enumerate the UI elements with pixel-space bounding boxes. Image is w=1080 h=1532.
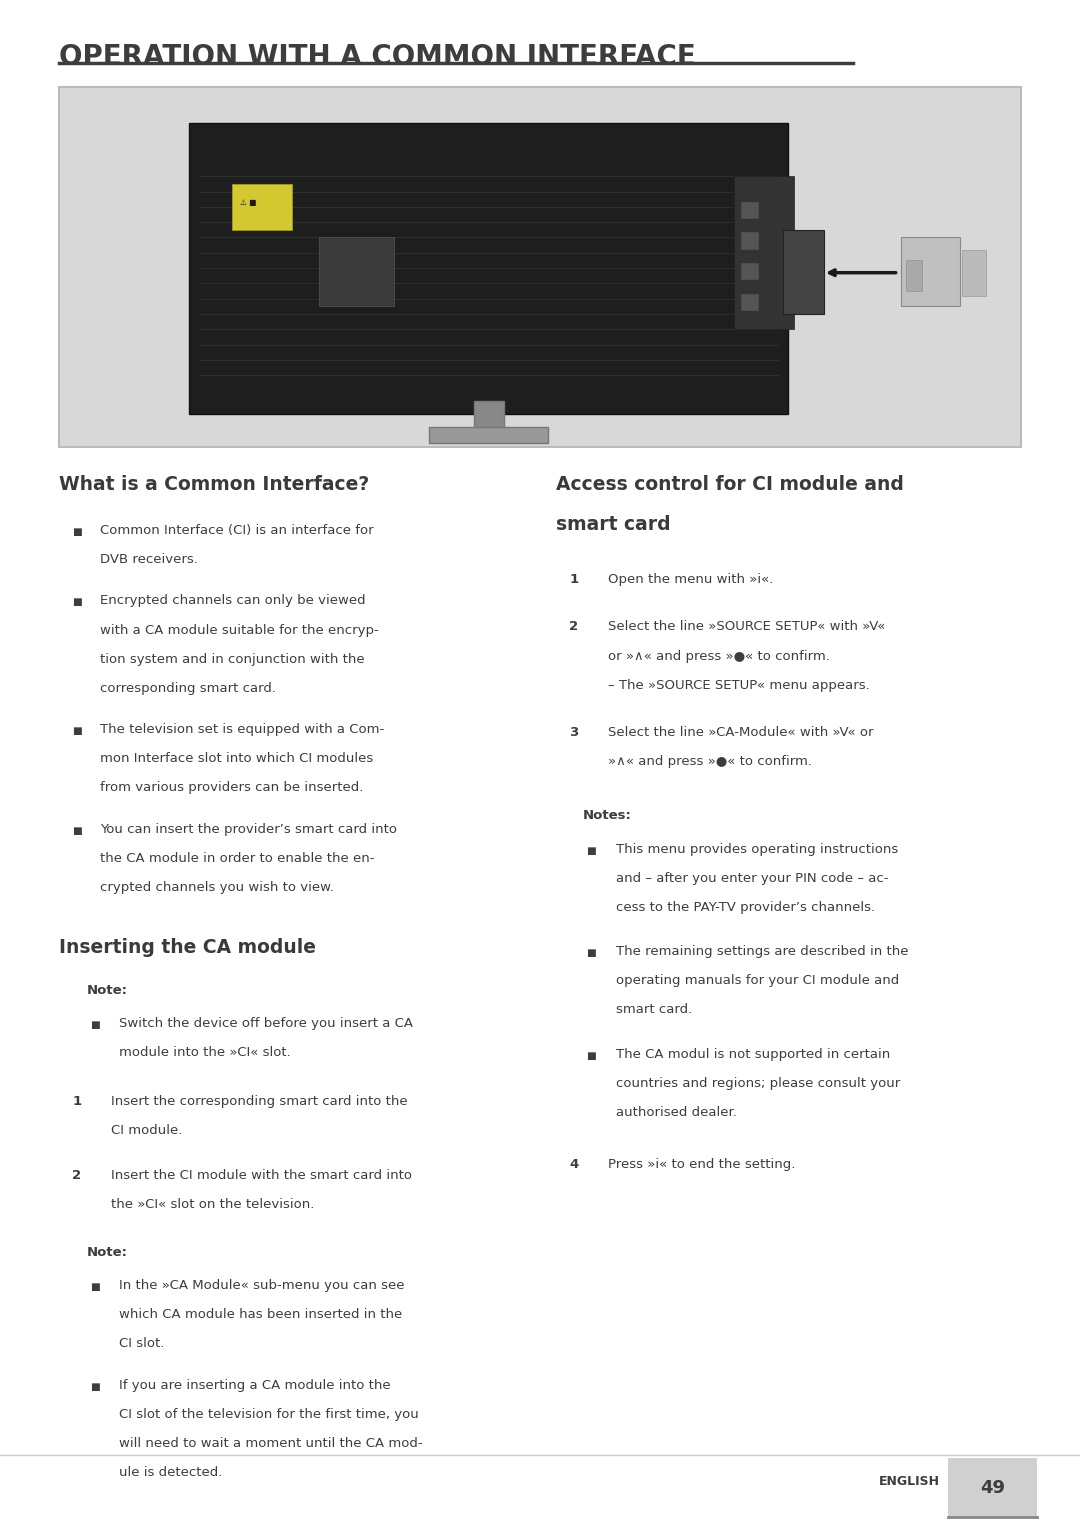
Text: cess to the PAY-TV provider’s channels.: cess to the PAY-TV provider’s channels. xyxy=(616,901,875,913)
Text: In the »CA Module« sub-menu you can see: In the »CA Module« sub-menu you can see xyxy=(119,1279,404,1291)
FancyBboxPatch shape xyxy=(430,427,549,443)
FancyBboxPatch shape xyxy=(901,237,960,306)
Text: crypted channels you wish to view.: crypted channels you wish to view. xyxy=(100,881,335,893)
Text: smart card: smart card xyxy=(556,515,671,533)
Text: What is a Common Interface?: What is a Common Interface? xyxy=(59,475,369,493)
Text: The remaining settings are described in the: The remaining settings are described in … xyxy=(616,945,908,958)
Text: Inserting the CA module: Inserting the CA module xyxy=(59,938,316,956)
Text: Common Interface (CI) is an interface for: Common Interface (CI) is an interface fo… xyxy=(100,524,374,536)
Text: DVB receivers.: DVB receivers. xyxy=(100,553,199,565)
FancyBboxPatch shape xyxy=(59,87,1021,447)
Text: ■: ■ xyxy=(586,846,596,856)
Text: The CA modul is not supported in certain: The CA modul is not supported in certain xyxy=(616,1048,890,1060)
Text: smart card.: smart card. xyxy=(616,1003,692,1016)
Text: Access control for CI module and: Access control for CI module and xyxy=(556,475,904,493)
FancyBboxPatch shape xyxy=(189,123,788,414)
FancyBboxPatch shape xyxy=(740,231,759,250)
Text: 1: 1 xyxy=(569,573,578,585)
Text: 1: 1 xyxy=(72,1095,81,1108)
FancyBboxPatch shape xyxy=(962,250,986,296)
Text: from various providers can be inserted.: from various providers can be inserted. xyxy=(100,781,364,794)
Text: If you are inserting a CA module into the: If you are inserting a CA module into th… xyxy=(119,1379,391,1391)
Text: Insert the CI module with the smart card into: Insert the CI module with the smart card… xyxy=(111,1169,413,1181)
Text: ■: ■ xyxy=(72,527,82,538)
Text: ule is detected.: ule is detected. xyxy=(119,1466,222,1478)
Text: ENGLISH: ENGLISH xyxy=(879,1475,940,1488)
Text: Press »i« to end the setting.: Press »i« to end the setting. xyxy=(608,1158,795,1170)
Text: Select the line »CA-Module« with »V« or: Select the line »CA-Module« with »V« or xyxy=(608,726,874,738)
Text: CI slot.: CI slot. xyxy=(119,1337,164,1350)
Text: CI slot of the television for the first time, you: CI slot of the television for the first … xyxy=(119,1408,419,1420)
Text: Note:: Note: xyxy=(86,984,127,996)
FancyBboxPatch shape xyxy=(740,262,759,280)
Text: ■: ■ xyxy=(90,1020,99,1031)
FancyBboxPatch shape xyxy=(319,237,394,306)
Text: You can insert the provider’s smart card into: You can insert the provider’s smart card… xyxy=(100,823,397,835)
Text: mon Interface slot into which CI modules: mon Interface slot into which CI modules xyxy=(100,752,374,764)
Text: or »∧« and press »●« to confirm.: or »∧« and press »●« to confirm. xyxy=(608,650,829,662)
Text: which CA module has been inserted in the: which CA module has been inserted in the xyxy=(119,1308,402,1321)
Text: Note:: Note: xyxy=(86,1246,127,1258)
FancyBboxPatch shape xyxy=(740,201,759,219)
Text: operating manuals for your CI module and: operating manuals for your CI module and xyxy=(616,974,899,987)
Text: the CA module in order to enable the en-: the CA module in order to enable the en- xyxy=(100,852,375,864)
Text: CI module.: CI module. xyxy=(111,1124,183,1137)
Text: 2: 2 xyxy=(569,620,578,633)
Text: module into the »CI« slot.: module into the »CI« slot. xyxy=(119,1046,291,1059)
Text: Open the menu with »i«.: Open the menu with »i«. xyxy=(608,573,773,585)
Text: Insert the corresponding smart card into the: Insert the corresponding smart card into… xyxy=(111,1095,408,1108)
Text: ⚠ ■: ⚠ ■ xyxy=(240,198,257,207)
Text: ■: ■ xyxy=(586,948,596,959)
Text: The television set is equipped with a Com-: The television set is equipped with a Co… xyxy=(100,723,384,735)
Text: This menu provides operating instructions: This menu provides operating instruction… xyxy=(616,843,897,855)
Text: tion system and in conjunction with the: tion system and in conjunction with the xyxy=(100,653,365,665)
Text: Select the line »SOURCE SETUP« with »V«: Select the line »SOURCE SETUP« with »V« xyxy=(608,620,886,633)
Text: with a CA module suitable for the encryp-: with a CA module suitable for the encryp… xyxy=(100,624,379,636)
Text: ■: ■ xyxy=(72,826,82,836)
Text: Encrypted channels can only be viewed: Encrypted channels can only be viewed xyxy=(100,594,366,607)
FancyBboxPatch shape xyxy=(232,184,292,230)
Text: and – after you enter your PIN code – ac-: and – after you enter your PIN code – ac… xyxy=(616,872,888,884)
FancyBboxPatch shape xyxy=(473,401,504,440)
Text: ■: ■ xyxy=(72,726,82,737)
Text: ■: ■ xyxy=(90,1282,99,1293)
FancyBboxPatch shape xyxy=(783,230,824,314)
Text: »∧« and press »●« to confirm.: »∧« and press »●« to confirm. xyxy=(608,755,812,768)
Text: Notes:: Notes: xyxy=(583,809,632,821)
Text: ■: ■ xyxy=(586,1051,596,1062)
FancyBboxPatch shape xyxy=(734,176,794,329)
Text: countries and regions; please consult your: countries and regions; please consult yo… xyxy=(616,1077,900,1089)
Text: OPERATION WITH A COMMON INTERFACE: OPERATION WITH A COMMON INTERFACE xyxy=(59,43,697,70)
Text: – The »SOURCE SETUP« menu appears.: – The »SOURCE SETUP« menu appears. xyxy=(608,679,869,691)
Text: 4: 4 xyxy=(569,1158,579,1170)
Text: 49: 49 xyxy=(980,1478,1005,1497)
Text: authorised dealer.: authorised dealer. xyxy=(616,1106,737,1118)
FancyBboxPatch shape xyxy=(948,1458,1037,1517)
FancyBboxPatch shape xyxy=(906,260,922,291)
Text: the »CI« slot on the television.: the »CI« slot on the television. xyxy=(111,1198,314,1210)
Text: Switch the device off before you insert a CA: Switch the device off before you insert … xyxy=(119,1017,413,1030)
Text: corresponding smart card.: corresponding smart card. xyxy=(100,682,276,694)
Text: will need to wait a moment until the CA mod-: will need to wait a moment until the CA … xyxy=(119,1437,422,1449)
Text: 2: 2 xyxy=(72,1169,81,1181)
FancyBboxPatch shape xyxy=(740,293,759,311)
Text: ■: ■ xyxy=(72,597,82,608)
Text: ■: ■ xyxy=(90,1382,99,1393)
Text: 3: 3 xyxy=(569,726,579,738)
